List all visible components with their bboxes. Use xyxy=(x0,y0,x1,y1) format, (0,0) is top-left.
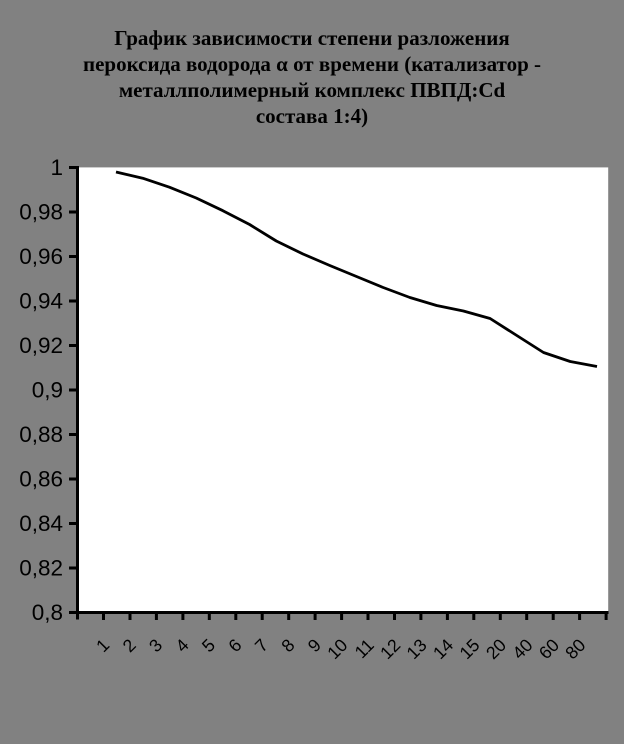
svg-text:4: 4 xyxy=(172,635,193,656)
svg-text:7: 7 xyxy=(251,635,272,656)
svg-text:9: 9 xyxy=(304,635,325,656)
svg-text:8: 8 xyxy=(277,635,298,656)
svg-text:14: 14 xyxy=(429,635,457,663)
svg-text:12: 12 xyxy=(376,635,404,663)
svg-text:0,9: 0,9 xyxy=(32,378,63,403)
svg-text:1: 1 xyxy=(50,155,63,180)
svg-text:0,98: 0,98 xyxy=(19,200,63,225)
svg-text:6: 6 xyxy=(224,635,245,656)
svg-text:3: 3 xyxy=(145,635,166,656)
svg-text:0,92: 0,92 xyxy=(19,333,63,358)
svg-text:0,86: 0,86 xyxy=(19,467,63,492)
svg-text:0,82: 0,82 xyxy=(19,556,63,581)
svg-text:0,8: 0,8 xyxy=(32,600,63,625)
svg-text:20: 20 xyxy=(482,635,510,663)
svg-text:60: 60 xyxy=(535,635,563,663)
svg-text:5: 5 xyxy=(198,635,219,656)
svg-text:0,94: 0,94 xyxy=(19,289,63,314)
svg-text:0,96: 0,96 xyxy=(19,244,63,269)
svg-text:1: 1 xyxy=(92,635,113,656)
svg-text:10: 10 xyxy=(323,635,351,663)
svg-text:15: 15 xyxy=(455,635,483,663)
svg-text:13: 13 xyxy=(403,635,431,663)
svg-text:0,84: 0,84 xyxy=(19,511,63,536)
svg-text:40: 40 xyxy=(508,635,536,663)
svg-text:11: 11 xyxy=(351,635,378,662)
svg-text:0,88: 0,88 xyxy=(19,422,63,447)
svg-text:80: 80 xyxy=(561,635,589,663)
svg-text:2: 2 xyxy=(119,635,140,656)
